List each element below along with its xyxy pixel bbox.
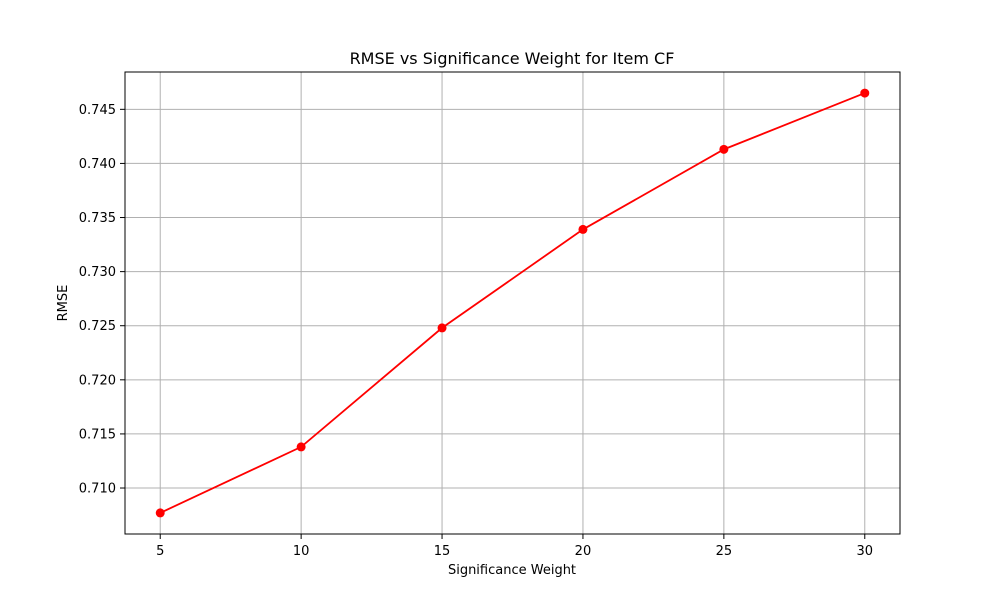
y-tick-label: 0.735 xyxy=(79,211,116,226)
y-tick-label: 0.720 xyxy=(79,373,116,388)
data-point xyxy=(296,442,306,452)
y-tick-label: 0.740 xyxy=(79,157,116,172)
series-layer xyxy=(155,88,870,518)
y-axis-ticks: 0.710 0.715 0.720 0.725 0.730 0.735 0.740 0.745 xyxy=(79,103,125,497)
x-tick-label: 20 xyxy=(575,544,592,559)
y-tick-label: 0.715 xyxy=(79,427,116,442)
plot-area-frame xyxy=(124,71,901,535)
x-tick-label: 5 xyxy=(156,544,164,559)
x-tick-label: 10 xyxy=(293,544,310,559)
data-point xyxy=(437,323,447,333)
x-tick-label: 30 xyxy=(856,544,873,559)
y-tick-label: 0.725 xyxy=(79,319,116,334)
x-tick-label: 15 xyxy=(434,544,451,559)
data-point xyxy=(860,88,870,98)
x-axis-label: Significance Weight xyxy=(448,563,576,578)
data-point xyxy=(719,144,729,154)
chart-title: RMSE vs Significance Weight for Item CF xyxy=(350,49,675,68)
y-tick-label: 0.730 xyxy=(79,265,116,280)
y-tick-label: 0.745 xyxy=(79,103,116,118)
series-line xyxy=(159,92,866,514)
y-tick-label: 0.710 xyxy=(79,482,116,497)
data-point xyxy=(578,224,588,234)
y-axis-label: RMSE xyxy=(56,285,71,322)
x-axis-ticks: 5 10 15 20 25 30 xyxy=(156,534,873,559)
x-tick-label: 25 xyxy=(716,544,733,559)
grid-lines xyxy=(125,72,900,534)
data-point xyxy=(155,508,165,518)
